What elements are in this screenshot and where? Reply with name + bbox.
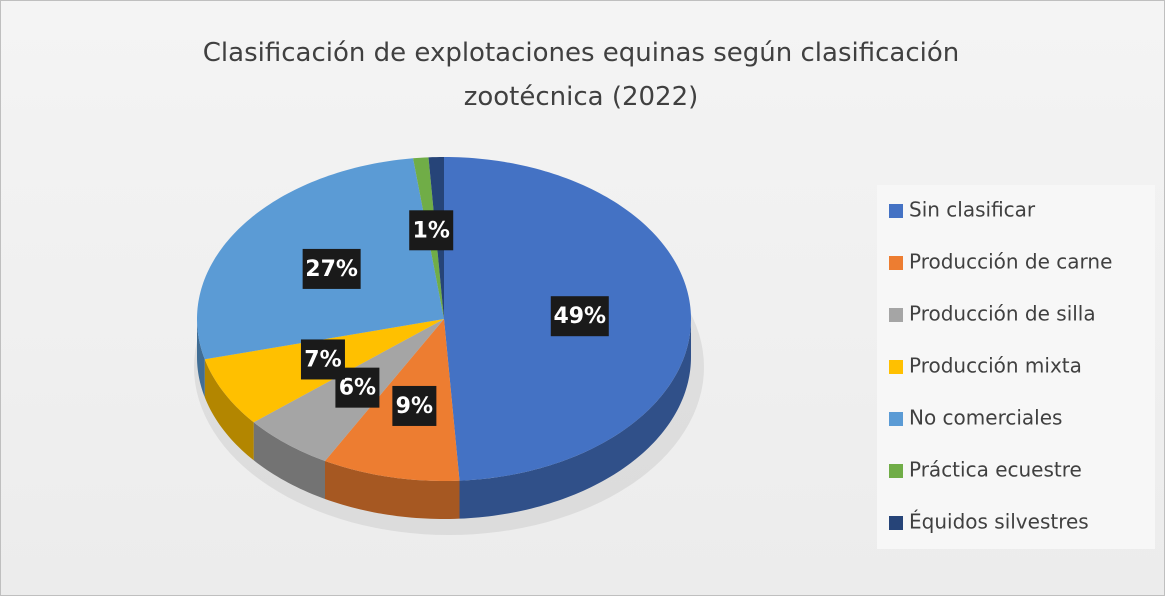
data-label-box: [392, 385, 437, 426]
data-label-box: [409, 210, 454, 251]
legend-label: No comerciales: [909, 406, 1062, 430]
pie-slice-side: [204, 359, 254, 461]
legend-swatch: [889, 464, 903, 478]
chart-title: Clasificación de explotaciones equinas s…: [202, 38, 960, 112]
data-label: 49%: [553, 304, 606, 329]
legend-label: Équidos silvestres: [909, 510, 1089, 534]
legend-label: Sin clasificar: [909, 198, 1036, 222]
legend-swatch: [889, 256, 903, 270]
legend-swatch: [889, 308, 903, 322]
legend-swatch: [889, 412, 903, 426]
pie-slice-side: [197, 319, 205, 398]
data-label-box: [300, 339, 345, 380]
legend-label: Producción mixta: [909, 354, 1082, 378]
data-label: 9%: [396, 394, 433, 419]
data-label: 7%: [304, 347, 341, 372]
legend-box: [877, 185, 1155, 549]
legend-label: Práctica ecuestre: [909, 458, 1082, 482]
legend-label: Producción de carne: [909, 250, 1112, 274]
data-label-box: [302, 248, 361, 289]
pie-slice: [325, 319, 460, 481]
data-label: 27%: [305, 257, 358, 282]
pie-slice-side: [325, 460, 460, 519]
pie-slice-side: [253, 422, 326, 499]
pie-slice-side: [459, 319, 691, 519]
legend-swatch: [889, 204, 903, 218]
legend-swatch: [889, 516, 903, 530]
data-label-box: [550, 296, 609, 337]
legend-swatch: [889, 360, 903, 374]
legend-label: Producción de silla: [909, 302, 1096, 326]
data-label: 1%: [413, 218, 450, 243]
data-label: 6%: [339, 376, 376, 401]
